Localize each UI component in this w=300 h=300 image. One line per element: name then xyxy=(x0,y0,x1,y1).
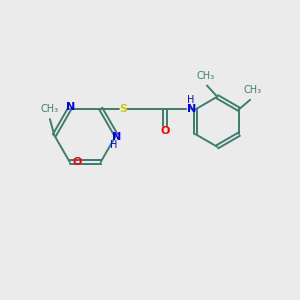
Text: O: O xyxy=(160,127,170,136)
Text: N: N xyxy=(187,103,196,113)
Text: CH₃: CH₃ xyxy=(243,85,262,95)
Text: CH₃: CH₃ xyxy=(41,104,59,114)
Text: N: N xyxy=(66,102,75,112)
Text: N: N xyxy=(112,132,122,142)
Text: CH₃: CH₃ xyxy=(196,71,214,81)
Text: H: H xyxy=(187,95,194,105)
Text: S: S xyxy=(119,103,127,113)
Text: O: O xyxy=(72,157,82,167)
Text: H: H xyxy=(110,140,117,150)
